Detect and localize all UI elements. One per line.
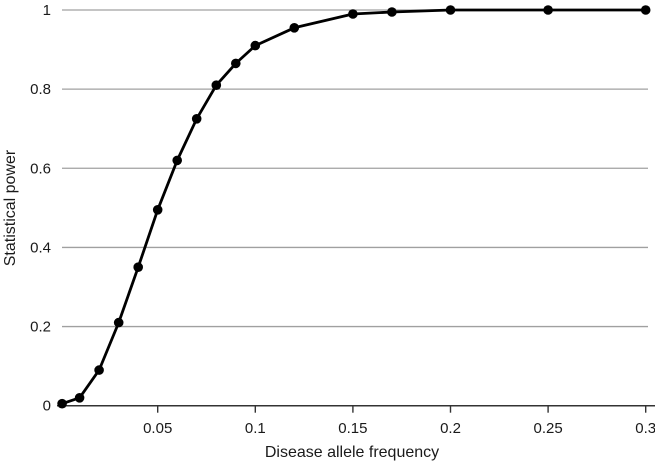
y-tick-labels: 0 0.2 0.4 0.6 0.8 1 xyxy=(30,2,51,415)
x-tick-labels: 0.05 0.1 0.15 0.2 0.25 0.3 xyxy=(143,420,655,437)
data-point-marker xyxy=(133,262,143,273)
y-tick-label: 0.4 xyxy=(30,239,51,256)
data-point-marker xyxy=(348,9,358,19)
x-tick-label: 0.2 xyxy=(440,420,461,437)
data-point-marker xyxy=(211,80,222,90)
x-tick-label: 0.1 xyxy=(245,420,266,437)
data-point-marker xyxy=(191,114,202,124)
data-point-marker xyxy=(543,5,553,15)
data-point-marker xyxy=(640,5,651,15)
data-point-marker xyxy=(94,365,104,375)
data-points xyxy=(57,5,651,409)
y-tick-label: 0.6 xyxy=(30,160,51,177)
data-point-marker xyxy=(289,23,300,33)
y-tick-label: 0.8 xyxy=(30,81,51,98)
x-tick-label: 0.3 xyxy=(635,420,655,437)
x-tick-label: 0.15 xyxy=(338,420,367,437)
y-tick-label: 0.2 xyxy=(30,319,51,336)
data-point-marker xyxy=(387,7,397,17)
x-tick-label: 0.05 xyxy=(143,420,172,437)
x-tick-label: 0.25 xyxy=(533,420,562,437)
x-axis-title: Disease allele frequency xyxy=(265,444,439,461)
x-axis xyxy=(57,404,655,413)
data-point-marker xyxy=(113,317,124,328)
y-tick-label: 1 xyxy=(43,2,51,19)
data-point-marker xyxy=(172,155,182,166)
data-point-marker xyxy=(231,58,241,69)
data-point-marker xyxy=(57,398,67,409)
data-point-marker xyxy=(445,5,456,15)
y-tick-label: 0 xyxy=(43,398,51,415)
data-point-marker xyxy=(250,40,261,51)
data-point-marker xyxy=(74,393,85,403)
data-point-marker xyxy=(152,205,163,215)
data-line xyxy=(60,8,648,406)
y-axis-title: Statistical power xyxy=(2,149,19,266)
gridlines xyxy=(62,9,648,328)
